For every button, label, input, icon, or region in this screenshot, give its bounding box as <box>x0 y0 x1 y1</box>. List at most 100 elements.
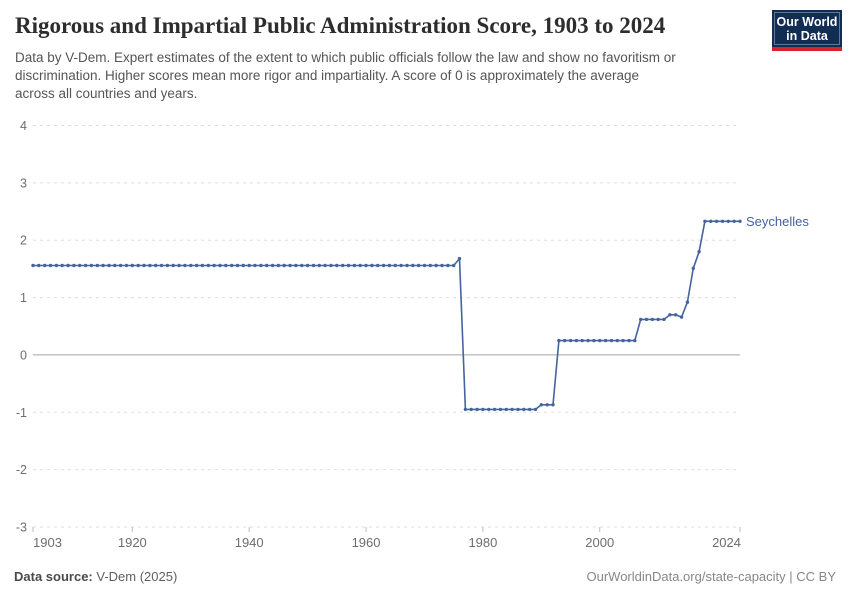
data-point <box>498 407 503 412</box>
data-point <box>270 263 275 268</box>
data-point <box>118 263 123 268</box>
data-point <box>282 263 286 268</box>
data-point <box>177 263 181 268</box>
data-point <box>422 263 427 268</box>
data-point <box>405 263 409 268</box>
data-point <box>370 263 374 268</box>
data-point <box>95 263 100 268</box>
data-point <box>668 313 672 317</box>
data-point <box>288 263 292 268</box>
data-point <box>504 407 508 412</box>
data-point <box>416 263 421 268</box>
data-point <box>352 263 357 268</box>
data-point <box>194 263 199 268</box>
data-point <box>463 407 468 412</box>
data-point <box>305 263 310 268</box>
x-tick-label-1903: 1903 <box>33 535 62 550</box>
owid-logo-line1: Our World <box>776 14 838 29</box>
data-point <box>633 338 637 343</box>
y-tick-label-1: 1 <box>20 291 27 305</box>
data-point <box>627 338 631 343</box>
chart-subtitle: Data by V-Dem. Expert estimates of the e… <box>15 50 676 101</box>
data-point <box>481 407 485 412</box>
data-point <box>43 263 47 268</box>
data-point <box>165 263 170 268</box>
x-tick-label-2024: 2024 <box>712 535 741 550</box>
data-point <box>399 263 403 268</box>
y-tick-label-2: 2 <box>20 234 27 248</box>
data-point <box>621 338 625 343</box>
data-point <box>276 263 281 268</box>
data-point <box>54 263 59 268</box>
data-point <box>644 317 649 322</box>
data-point <box>545 403 549 407</box>
data-source: Data source: V-Dem (2025) <box>14 569 177 584</box>
data-point <box>522 407 526 412</box>
y-tick-label--1: -1 <box>16 406 27 420</box>
data-point <box>101 263 105 268</box>
data-point <box>603 338 608 343</box>
data-point <box>224 263 228 268</box>
data-point <box>341 263 345 268</box>
data-point <box>346 263 351 268</box>
data-point <box>492 407 497 412</box>
y-tick-label-3: 3 <box>20 176 27 190</box>
data-point <box>247 263 251 268</box>
data-point <box>300 263 304 268</box>
data-point <box>650 317 655 322</box>
y-tick-label-4: 4 <box>20 119 27 133</box>
data-point <box>259 263 263 268</box>
data-point <box>294 263 298 268</box>
data-point <box>364 263 368 268</box>
y-tick-label--2: -2 <box>16 463 27 477</box>
data-point <box>130 263 134 268</box>
data-point <box>136 263 140 268</box>
data-point <box>563 338 567 343</box>
data-point <box>592 338 596 343</box>
data-point <box>487 407 491 412</box>
data-point <box>452 263 456 268</box>
data-point <box>124 263 129 268</box>
data-point <box>533 407 538 412</box>
data-point <box>411 263 415 268</box>
data-point <box>726 219 730 223</box>
data-point <box>323 263 327 268</box>
data-point <box>253 263 257 268</box>
data-point <box>685 300 690 304</box>
data-point <box>609 338 614 343</box>
data-point <box>212 263 216 268</box>
license-credit: OurWorldinData.org/state-capacity | CC B… <box>586 569 836 584</box>
data-point <box>709 219 713 223</box>
data-point <box>159 263 164 268</box>
y-tick-label-0: 0 <box>20 348 27 362</box>
data-point <box>557 338 561 343</box>
data-point <box>469 407 473 412</box>
data-point <box>60 263 64 268</box>
data-point <box>639 317 643 322</box>
data-point <box>446 263 450 268</box>
owid-logo-red-bar <box>772 47 842 51</box>
data-point <box>311 263 316 268</box>
x-tick-label-1980: 1980 <box>468 535 497 550</box>
x-tick-label-1920: 1920 <box>118 535 147 550</box>
data-point <box>662 317 666 322</box>
data-point <box>241 263 245 268</box>
data-source-value: V-Dem (2025) <box>92 569 178 584</box>
data-point <box>66 263 70 268</box>
data-point <box>656 317 660 322</box>
data-point <box>475 407 479 412</box>
data-point <box>679 315 684 319</box>
data-point <box>230 263 234 268</box>
data-point <box>580 338 584 343</box>
data-point <box>738 219 742 223</box>
x-tick-label-1960: 1960 <box>352 535 381 550</box>
data-point <box>720 219 725 223</box>
data-point <box>218 263 222 268</box>
data-point <box>148 263 152 268</box>
data-point <box>189 263 193 268</box>
data-point <box>78 263 82 268</box>
data-point <box>335 263 339 268</box>
owid-logo[interactable]: Our World in Data <box>772 10 842 51</box>
data-point <box>697 250 701 254</box>
